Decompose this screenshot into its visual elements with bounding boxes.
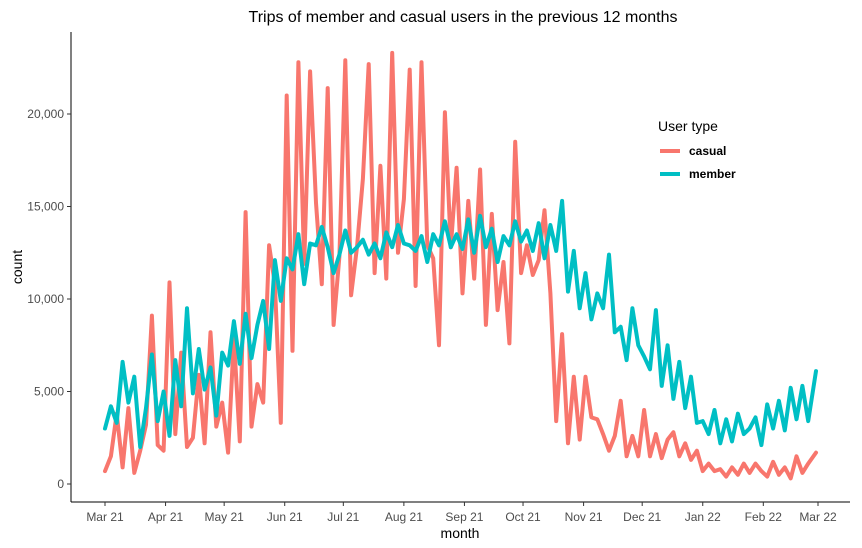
x-tick-label: Mar 21 xyxy=(86,510,124,524)
x-tick-label: Apr 21 xyxy=(148,510,184,524)
y-ticks: 0 5,000 10,000 15,000 20,000 xyxy=(27,107,71,491)
chart-title: Trips of member and casual users in the … xyxy=(249,9,678,26)
legend-label-member: member xyxy=(689,167,736,181)
series-line-member xyxy=(103,198,818,449)
y-tick-label: 10,000 xyxy=(27,292,64,306)
plot-lines xyxy=(103,50,818,481)
x-tick-label: Nov 21 xyxy=(565,510,603,524)
x-tick-label: Oct 21 xyxy=(505,510,541,524)
legend-title: User type xyxy=(658,118,718,134)
x-tick-label: Jul 21 xyxy=(327,510,359,524)
y-tick-label: 20,000 xyxy=(27,107,64,121)
y-axis-title: count xyxy=(9,250,25,284)
legend-items: casual member xyxy=(660,144,736,181)
x-tick-label: Mar 22 xyxy=(799,510,837,524)
x-axis-title: month xyxy=(441,525,480,541)
x-tick-label: May 21 xyxy=(204,510,244,524)
legend-label-casual: casual xyxy=(689,144,726,158)
x-tick-label: Jun 21 xyxy=(267,510,303,524)
x-tick-label: Jan 22 xyxy=(685,510,721,524)
series-line-casual xyxy=(103,50,818,481)
x-ticks: Mar 21 Apr 21 May 21 Jun 21 Jul 21 Aug 21 Sep … xyxy=(86,502,837,524)
legend: User type casual member xyxy=(658,118,736,181)
x-tick-label: Aug 21 xyxy=(385,510,423,524)
x-tick-label: Dec 21 xyxy=(623,510,661,524)
y-tick-label: 15,000 xyxy=(27,200,64,214)
y-tick-label: 5,000 xyxy=(34,385,64,399)
x-tick-label: Feb 22 xyxy=(745,510,783,524)
x-tick-label: Sep 21 xyxy=(445,510,483,524)
y-tick-label: 0 xyxy=(57,477,64,491)
